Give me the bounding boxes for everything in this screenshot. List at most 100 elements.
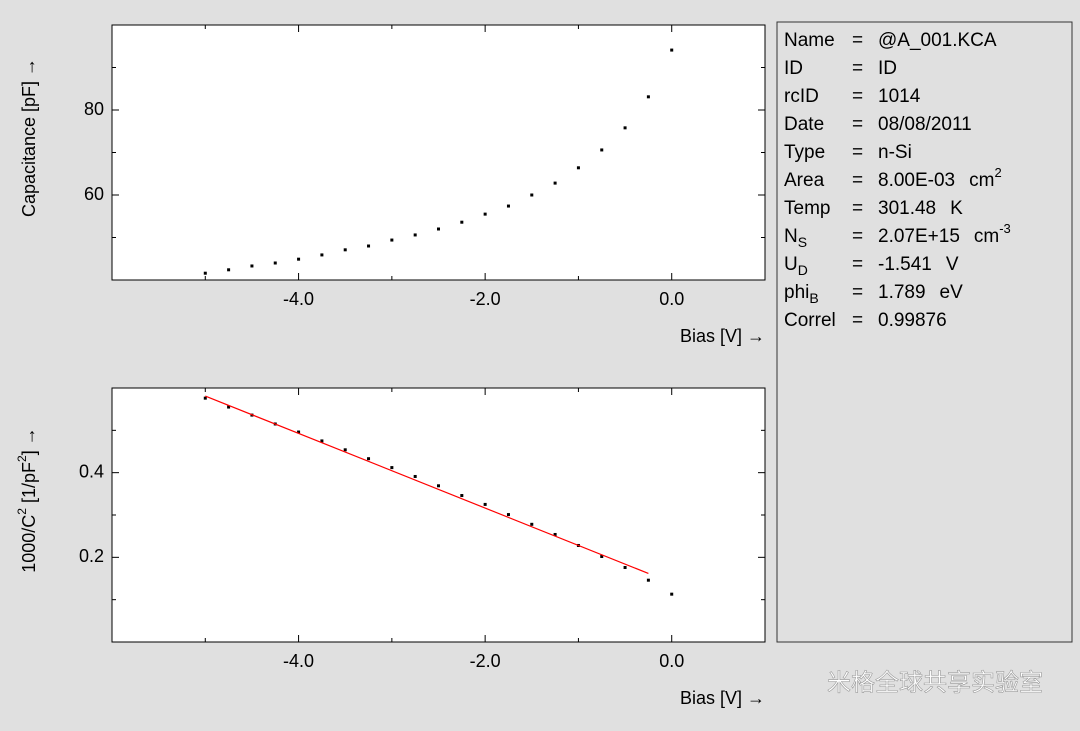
info-key-text: Date (784, 114, 824, 135)
info-key-text: Type (784, 142, 825, 163)
y-axis-label-part: [1/pF (19, 462, 39, 508)
info-key-text: Area (784, 170, 825, 191)
data-point (297, 257, 301, 261)
info-unit: K (950, 198, 963, 219)
data-point (646, 95, 650, 99)
fit-line (205, 395, 649, 574)
y-axis-label-part: 2 (15, 508, 29, 515)
x-tick-label: -4.0 (283, 651, 314, 671)
x-tick-label: -4.0 (283, 289, 314, 309)
data-point (343, 248, 347, 252)
info-separator: = (852, 86, 863, 107)
info-key: Date (784, 114, 824, 135)
info-value: 301.48 K (878, 198, 963, 219)
info-value: 08/08/2011 (878, 114, 972, 135)
data-point (460, 494, 464, 498)
info-key-text: Name (784, 30, 835, 51)
info-key: phiB (784, 282, 819, 306)
info-key: ID (784, 58, 803, 79)
y-axis-label: Capacitance [pF] → (19, 58, 39, 217)
y-tick-label: 0.4 (79, 461, 104, 481)
data-point (367, 457, 371, 461)
x-tick-label: 0.0 (659, 289, 684, 309)
info-key: Temp (784, 198, 830, 219)
data-point (250, 264, 254, 268)
data-point (437, 227, 440, 231)
info-key-text: N (784, 226, 798, 247)
info-unit: V (946, 254, 959, 275)
info-key-text: Temp (784, 198, 830, 219)
info-value: 2.07E+15 cm-3 (878, 221, 1011, 247)
x-axis-label: Bias [V] → (680, 688, 765, 708)
info-value: ID (878, 58, 897, 79)
info-separator: = (852, 310, 863, 331)
data-point (670, 48, 674, 52)
info-separator: = (852, 114, 863, 135)
info-unit: eV (940, 282, 964, 303)
info-value: 1014 (878, 86, 921, 107)
y-tick-label: 80 (84, 99, 104, 119)
info-value-text: 1.789 (878, 282, 926, 303)
info-list: Name = @A_001.KCA ID = ID rcID = 1014 Date = 08/08/… (784, 30, 1011, 331)
info-value-text: 2.07E+15 (878, 226, 960, 247)
info-value-text: n-Si (878, 142, 912, 163)
data-point (343, 448, 347, 452)
data-point (506, 204, 510, 208)
info-value-text: 8.00E-03 (878, 170, 955, 191)
info-key: NS (784, 226, 807, 250)
x-tick-label: -2.0 (470, 651, 501, 671)
data-point (530, 193, 534, 197)
info-separator: = (852, 198, 863, 219)
plot-area (111, 387, 766, 643)
info-key: Name (784, 30, 835, 51)
info-key-sub: S (798, 234, 807, 250)
info-value: n-Si (878, 142, 912, 163)
info-value-text: 301.48 (878, 198, 936, 219)
info-key-text: phi (784, 282, 809, 303)
data-point (320, 439, 324, 443)
data-point (227, 405, 231, 409)
data-point (203, 271, 207, 275)
info-unit: cm (974, 226, 999, 247)
data-point (413, 233, 417, 237)
data-point (646, 578, 650, 582)
info-key-text: rcID (784, 86, 819, 107)
info-key-text: U (784, 254, 798, 275)
data-point (483, 212, 487, 216)
info-value: 8.00E-03 cm2 (878, 165, 1002, 191)
x-tick-label: -2.0 (470, 289, 501, 309)
y-axis-label: 1000/C2 [1/pF2] → (15, 427, 39, 572)
info-key-sub: B (809, 290, 818, 306)
info-key: Type (784, 142, 825, 163)
info-unit-sup: -3 (999, 221, 1011, 236)
x-tick-label: 0.0 (659, 651, 684, 671)
info-separator: = (852, 142, 863, 163)
watermark: 米格全球共享实验室 (827, 669, 1043, 696)
data-point (506, 513, 510, 517)
info-separator: = (852, 58, 863, 79)
data-point (670, 592, 674, 596)
data-point (600, 148, 604, 152)
info-key-text: ID (784, 58, 803, 79)
data-point (553, 532, 557, 536)
x-axis-label: Bias [V] → (680, 326, 765, 346)
y-axis-label-part: 2 (15, 455, 29, 462)
info-value-text: ID (878, 58, 897, 79)
info-panel (776, 21, 1073, 643)
data-point (390, 466, 394, 470)
data-point (623, 565, 627, 569)
data-point (553, 181, 557, 185)
data-point (460, 220, 464, 224)
y-axis-label-part: 1000/C (19, 515, 39, 573)
info-separator: = (852, 30, 863, 51)
info-value-text: 0.99876 (878, 310, 947, 331)
info-value-text: -1.541 (878, 254, 932, 275)
info-value: @A_001.KCA (878, 30, 997, 51)
info-unit: cm (969, 170, 994, 191)
data-point (203, 396, 207, 400)
info-key-sub: D (798, 262, 808, 278)
info-key: Correl (784, 310, 836, 331)
data-point (437, 484, 440, 488)
data-point (227, 268, 231, 272)
